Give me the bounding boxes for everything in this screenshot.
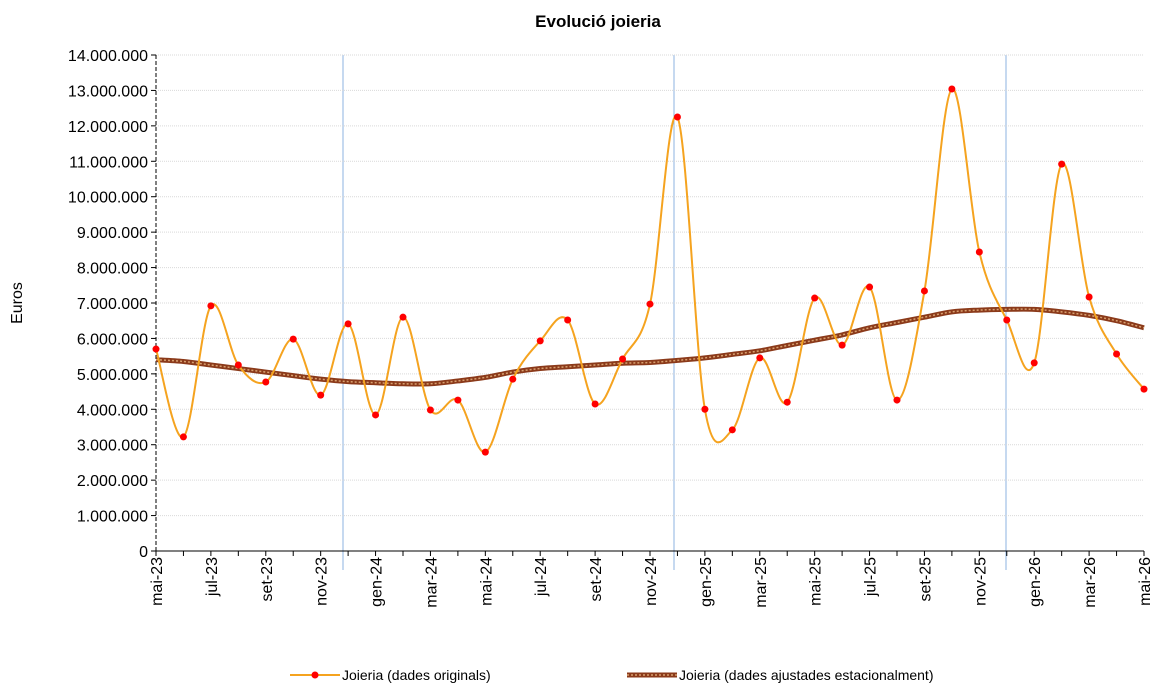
marker (756, 354, 764, 362)
y-tick-label: 2.000.000 (77, 473, 148, 490)
marker (509, 375, 517, 383)
marker (317, 391, 325, 399)
marker (234, 361, 242, 369)
y-tick-label: 6.000.000 (77, 331, 148, 348)
marker (619, 355, 627, 363)
marker (838, 341, 846, 349)
marker (811, 294, 819, 302)
marker (1003, 316, 1011, 324)
x-tick-label: jul-23 (204, 557, 221, 597)
x-tick-label: mar-25 (753, 557, 770, 608)
marker (646, 300, 654, 308)
x-tick-label: nov-23 (314, 557, 331, 606)
x-tick-label: set-23 (259, 557, 276, 602)
x-tick-label: mai-26 (1137, 557, 1154, 606)
y-tick-label: 11.000.000 (69, 154, 148, 171)
x-tick-label: nov-25 (972, 557, 989, 606)
x-tick-label: mai-23 (149, 557, 166, 606)
marker (1030, 359, 1038, 367)
separators (342, 55, 1007, 570)
x-tick-label: gen-24 (369, 557, 386, 607)
y-tick-label: 5.000.000 (77, 367, 148, 384)
y-tick-label: 4.000.000 (77, 402, 148, 419)
x-tick-label: gen-25 (698, 557, 715, 607)
marker (673, 113, 681, 121)
legend-label: Joieria (dades originals) (342, 667, 491, 683)
chart-title: Evolució joieria (535, 12, 661, 31)
marker (920, 287, 928, 295)
x-tick-label: set-24 (588, 557, 605, 602)
marker (948, 85, 956, 93)
x-tick-label: jul-25 (863, 557, 880, 597)
marker (481, 448, 489, 456)
y-tick-label: 3.000.000 (77, 438, 148, 455)
marker (344, 320, 352, 328)
y-tick-label: 0 (139, 544, 148, 561)
y-tick-label: 1.000.000 (77, 509, 148, 526)
series-line (155, 87, 1145, 454)
y-tick-label: 9.000.000 (77, 225, 148, 242)
marker (372, 411, 380, 419)
marker (262, 378, 270, 386)
x-tick-label: mar-24 (423, 557, 440, 608)
marker (728, 426, 736, 434)
marker (1113, 350, 1121, 358)
marker (866, 283, 874, 291)
y-tick-label: 10.000.000 (68, 190, 148, 207)
y-tick-label: 14.000.000 (68, 48, 148, 65)
x-tick-label: mar-26 (1082, 557, 1099, 608)
marker (426, 406, 434, 414)
x-tick-label: jul-24 (533, 557, 550, 597)
marker (179, 433, 187, 441)
marker (399, 313, 407, 321)
marker (289, 335, 297, 343)
marker (591, 400, 599, 408)
marker (701, 405, 709, 413)
series-line (155, 306, 1145, 387)
y-tick-label: 12.000.000 (68, 119, 148, 136)
marker (564, 316, 572, 324)
x-tick-label: mai-24 (478, 557, 495, 606)
marker (454, 396, 462, 404)
marker (536, 337, 544, 345)
legend-marker (311, 671, 319, 679)
y-tick-label: 7.000.000 (77, 296, 148, 313)
x-tick-label: nov-24 (643, 557, 660, 606)
x-tick-label: mai-25 (808, 557, 825, 606)
y-axis-label: Euros (9, 282, 26, 324)
marker (975, 248, 983, 256)
legend-label: Joieria (dades ajustades estacionalment) (679, 667, 933, 683)
marker (1058, 160, 1066, 168)
x-tick-label: gen-26 (1027, 557, 1044, 607)
marker (152, 345, 160, 353)
x-tick-label: set-25 (917, 557, 934, 602)
y-tick-label: 13.000.000 (68, 83, 148, 100)
marker (1085, 293, 1093, 301)
marker (893, 396, 901, 404)
marker (1140, 385, 1148, 393)
y-tick-label: 8.000.000 (77, 261, 148, 278)
marker (207, 302, 215, 310)
marker (783, 398, 791, 406)
series-line-stripe (155, 308, 1145, 385)
